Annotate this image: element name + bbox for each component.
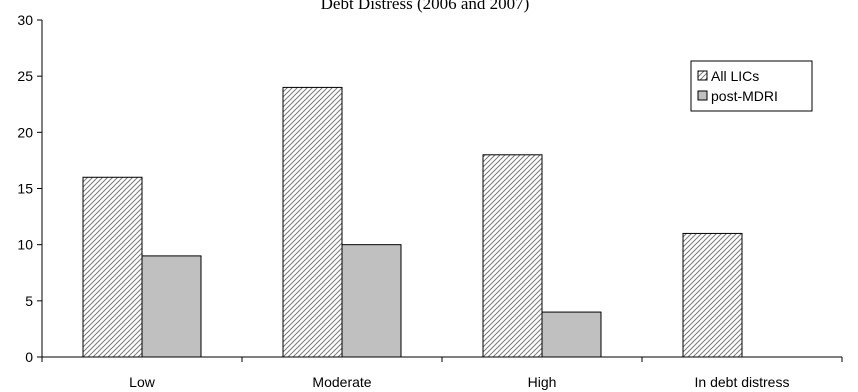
x-tick-label: Low (129, 374, 156, 390)
y-axis: 0 5 10 15 20 25 30 (17, 12, 43, 365)
x-tick-label: In debt distress (695, 374, 790, 390)
legend-swatch (697, 70, 708, 81)
legend-box (690, 60, 813, 112)
x-axis: Low Moderate High In debt distress (41, 356, 843, 390)
y-tick-label: 20 (17, 124, 33, 140)
bar-all-lics-in-debt-distress (682, 232, 743, 358)
legend-label: All LICs (711, 68, 759, 84)
y-tick-label: 25 (17, 68, 33, 84)
legend-label: post-MDRI (711, 88, 778, 104)
bar-all-lics-moderate (282, 86, 343, 358)
legend-swatch (697, 90, 708, 101)
bar-all-lics-low (82, 176, 143, 358)
bars (82, 86, 743, 358)
bar-post-mdri-high (541, 311, 602, 358)
chart-title: Debt Distress (2006 and 2007) (321, 0, 530, 13)
bar-post-mdri-low (141, 255, 202, 358)
legend: All LICs post-MDRI (690, 60, 813, 112)
x-tick-label: High (528, 374, 557, 390)
y-tick-label: 15 (17, 181, 33, 197)
bar-post-mdri-moderate (341, 244, 402, 358)
x-tick-label: Moderate (312, 374, 371, 390)
y-tick-label: 10 (17, 237, 33, 253)
y-tick-label: 30 (17, 12, 33, 28)
y-tick-label: 0 (25, 349, 33, 365)
bar-all-lics-high (482, 154, 543, 358)
y-tick-label: 5 (25, 293, 33, 309)
